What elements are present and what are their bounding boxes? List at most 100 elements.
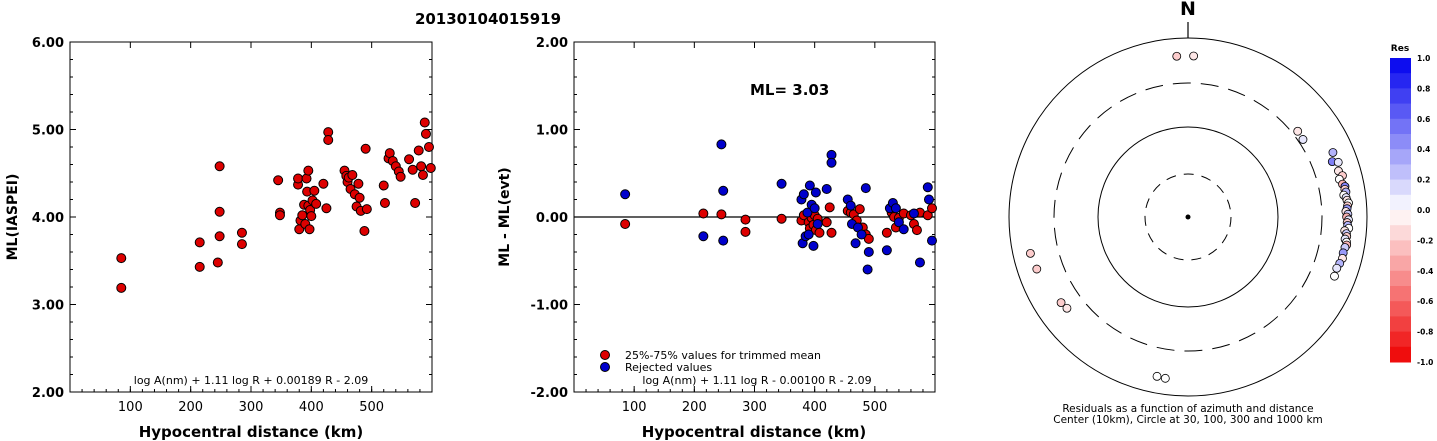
data-point xyxy=(881,227,892,238)
data-point xyxy=(810,187,821,198)
data-point xyxy=(893,217,904,228)
data-point xyxy=(922,182,933,193)
chart-2-y-ticks: -2.00 -1.00 0.00 1.00 2.00 xyxy=(531,36,935,401)
colorbar-cell xyxy=(1390,149,1411,165)
station-marker xyxy=(1026,248,1035,258)
ring-30km xyxy=(1144,173,1232,261)
data-point xyxy=(821,184,832,194)
data-point xyxy=(860,183,871,194)
colorbar-cell xyxy=(1390,103,1411,120)
data-point xyxy=(803,229,814,240)
data-point xyxy=(923,194,934,205)
data-point xyxy=(379,198,390,208)
data-point xyxy=(304,224,315,235)
colorbar-cell xyxy=(1390,134,1411,150)
colorbar-tick-label: 0.4 xyxy=(1417,145,1430,154)
data-point xyxy=(776,213,787,224)
colorbar-cell xyxy=(1390,225,1411,241)
data-point xyxy=(716,139,727,150)
colorbar-cell xyxy=(1390,240,1411,257)
data-point xyxy=(814,227,825,238)
data-point xyxy=(850,238,861,249)
legend-label-rejected: Rejected values xyxy=(625,361,712,374)
colorbar-tick-label: 0.8 xyxy=(1417,84,1430,93)
colorbar-cell xyxy=(1390,179,1411,196)
station-marker xyxy=(1298,135,1308,144)
colorbar-scale xyxy=(1390,58,1411,363)
x-tick-label: 100 xyxy=(622,400,647,415)
station-marker xyxy=(1152,371,1162,381)
x-tick-label: 400 xyxy=(299,400,324,415)
data-point xyxy=(863,233,874,244)
station-marker xyxy=(1062,303,1072,313)
data-point xyxy=(718,235,729,246)
station-marker xyxy=(1333,157,1343,167)
colorbar-cell xyxy=(1390,194,1411,211)
data-point xyxy=(410,198,421,208)
data-point xyxy=(821,217,832,228)
ring-300km xyxy=(1053,82,1323,352)
y-tick-label: 1.00 xyxy=(536,124,568,139)
chart-2-formula: log A(nm) + 1.11 log R - 0.00100 R - 2.0… xyxy=(642,374,871,387)
chart-1-y-axis-label: ML(IASPEI) xyxy=(5,174,21,261)
chart-1-formula: log A(nm) + 1.11 log R + 0.00189 R - 2.0… xyxy=(134,374,368,387)
data-point xyxy=(826,157,837,168)
colorbar-cell xyxy=(1390,316,1411,333)
data-point xyxy=(194,261,205,272)
data-point xyxy=(824,202,835,213)
data-point xyxy=(698,208,709,219)
data-point xyxy=(354,192,365,203)
data-point xyxy=(914,257,925,268)
colorbar-cell xyxy=(1390,88,1411,105)
data-point xyxy=(890,203,901,214)
data-point xyxy=(698,231,709,242)
data-point xyxy=(420,128,431,139)
chart-1-x-axis-label: Hypocentral distance (km) xyxy=(139,423,364,441)
y-tick-label: 3.00 xyxy=(32,299,64,314)
colorbar-title: Res xyxy=(1391,44,1409,54)
data-point xyxy=(804,180,815,191)
chart-1-frame xyxy=(69,41,433,393)
data-point xyxy=(826,227,837,238)
data-point xyxy=(716,209,727,220)
station-marker xyxy=(1293,126,1303,136)
legend-marker-trimmed-mean xyxy=(600,350,610,360)
colorbar-tick-label: 0.2 xyxy=(1417,176,1430,185)
data-point xyxy=(740,214,751,225)
data-point xyxy=(212,257,223,268)
ring-100km xyxy=(1097,126,1279,308)
data-point xyxy=(407,164,418,175)
y-tick-label: 5.00 xyxy=(32,124,64,139)
x-tick-label: 300 xyxy=(239,400,264,415)
data-point xyxy=(116,253,127,264)
data-point xyxy=(854,204,865,215)
colorbar-tick-label: -0.8 xyxy=(1417,328,1433,337)
y-tick-label: 6.00 xyxy=(32,36,64,51)
data-point xyxy=(620,189,631,200)
data-point xyxy=(926,235,937,246)
ml-value-annotation: ML= 3.03 xyxy=(750,81,829,99)
data-point xyxy=(845,200,856,211)
station-residual-markers xyxy=(1026,51,1354,383)
data-point xyxy=(812,219,823,229)
y-tick-label: 0.00 xyxy=(536,211,568,226)
data-point xyxy=(236,239,247,250)
data-point xyxy=(236,227,247,238)
data-point xyxy=(425,163,436,173)
colorbar-cell xyxy=(1390,164,1411,181)
colorbar-tick-label: 1.0 xyxy=(1417,54,1430,63)
colorbar-tick-label: 0.0 xyxy=(1417,206,1430,215)
data-point xyxy=(881,245,892,256)
x-tick-label: 400 xyxy=(802,400,827,415)
data-point xyxy=(740,226,751,237)
data-point xyxy=(911,225,922,236)
colorbar-tick-label: -0.2 xyxy=(1417,236,1433,245)
legend-label-trimmed-mean: 25%-75% values for trimmed mean xyxy=(625,349,821,362)
data-point xyxy=(863,247,874,257)
data-point xyxy=(214,231,225,242)
data-point xyxy=(423,142,434,152)
legend-marker-rejected xyxy=(600,362,610,372)
station-marker xyxy=(1328,148,1338,157)
data-point xyxy=(856,229,867,240)
station-marker xyxy=(1330,271,1339,281)
